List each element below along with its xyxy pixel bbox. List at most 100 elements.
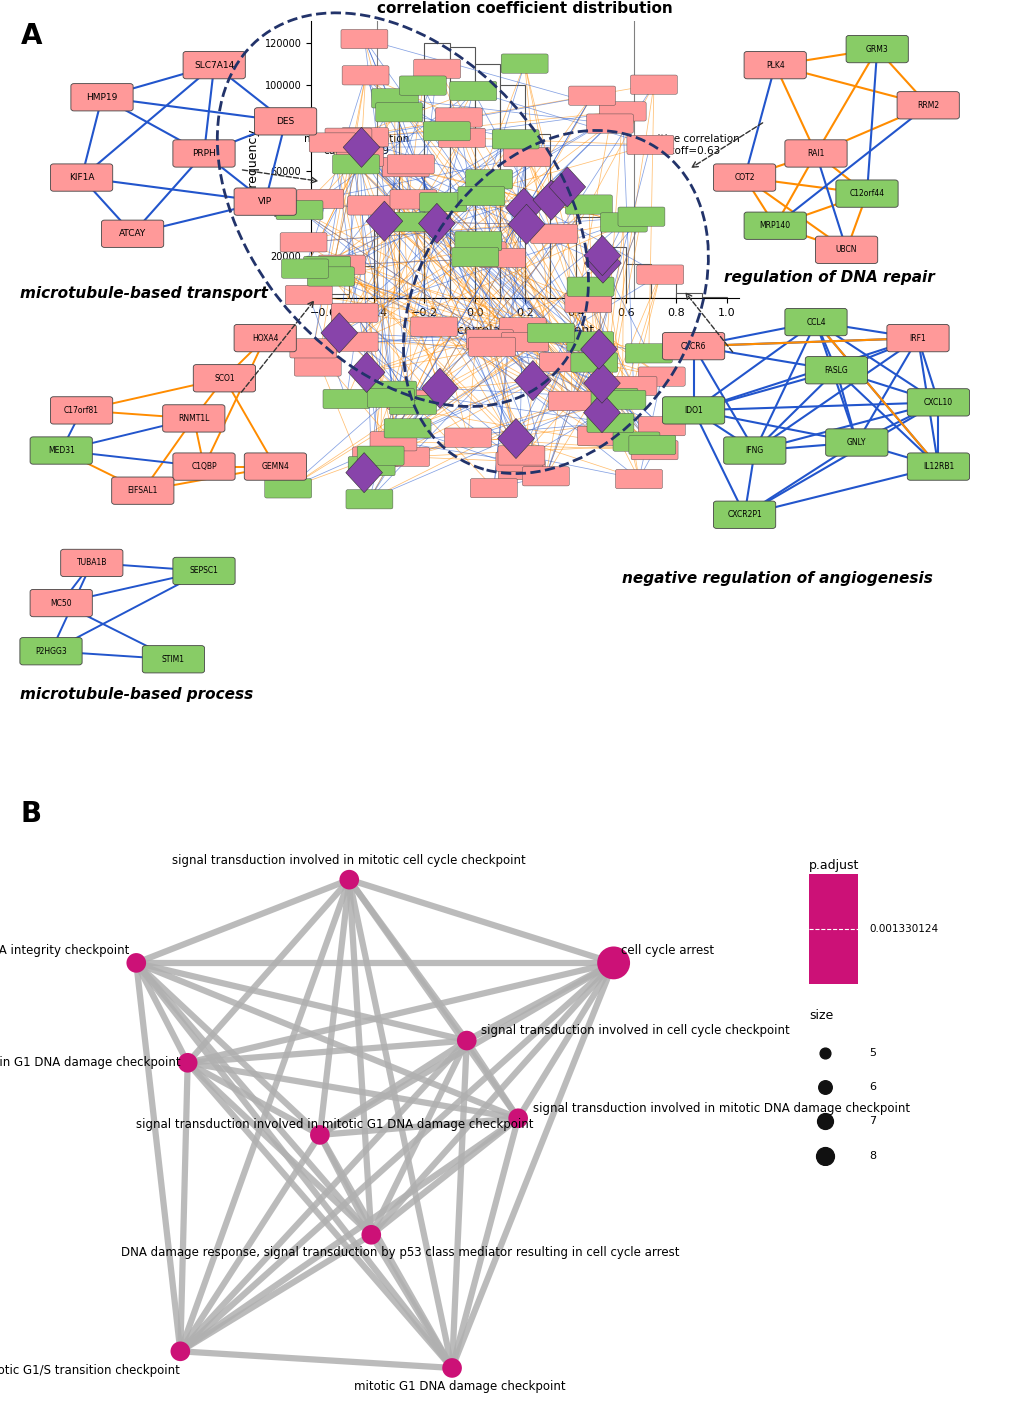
FancyBboxPatch shape [527, 323, 574, 342]
FancyBboxPatch shape [571, 352, 618, 372]
Text: HMP19: HMP19 [87, 92, 117, 102]
FancyBboxPatch shape [325, 128, 372, 148]
FancyBboxPatch shape [173, 557, 235, 584]
FancyBboxPatch shape [723, 436, 785, 465]
Bar [626, 264, 651, 298]
FancyBboxPatch shape [897, 91, 959, 119]
Text: CXCR6: CXCR6 [681, 341, 706, 351]
FancyBboxPatch shape [627, 135, 674, 155]
FancyBboxPatch shape [194, 365, 255, 392]
FancyBboxPatch shape [336, 148, 383, 166]
Text: signal transduction involved in mitotic DNA damage checkpoint: signal transduction involved in mitotic … [532, 1101, 909, 1114]
FancyBboxPatch shape [846, 36, 908, 63]
FancyBboxPatch shape [492, 129, 539, 149]
FancyBboxPatch shape [31, 436, 93, 465]
FancyBboxPatch shape [369, 381, 416, 401]
FancyBboxPatch shape [713, 502, 775, 529]
Text: RRM2: RRM2 [916, 101, 938, 109]
FancyBboxPatch shape [331, 303, 378, 323]
Bar [374, 196, 398, 298]
Text: TUBA1B: TUBA1B [76, 558, 107, 567]
FancyBboxPatch shape [598, 391, 645, 409]
FancyBboxPatch shape [662, 396, 725, 423]
FancyBboxPatch shape [501, 333, 548, 351]
Text: MC50: MC50 [50, 598, 72, 608]
FancyBboxPatch shape [340, 30, 387, 48]
Text: signal transduction involved in mitotic DNA integrity checkpoint: signal transduction involved in mitotic … [0, 944, 128, 958]
FancyBboxPatch shape [590, 388, 637, 408]
Polygon shape [505, 188, 542, 227]
Bar [449, 47, 475, 298]
Bar [600, 247, 626, 298]
FancyBboxPatch shape [389, 395, 436, 415]
FancyBboxPatch shape [744, 212, 806, 239]
Bar [808, 874, 857, 983]
FancyBboxPatch shape [382, 212, 429, 232]
Text: positive correlation
cutoff=0.63: positive correlation cutoff=0.63 [638, 134, 739, 156]
Title: correlation coefficient distribution: correlation coefficient distribution [377, 1, 673, 16]
Point [340, 868, 357, 891]
FancyBboxPatch shape [20, 638, 83, 665]
FancyBboxPatch shape [609, 377, 656, 395]
FancyBboxPatch shape [143, 645, 205, 674]
Text: IRF1: IRF1 [909, 334, 925, 342]
Text: SCO1: SCO1 [214, 374, 234, 382]
FancyBboxPatch shape [449, 81, 496, 101]
Text: FASLG: FASLG [823, 365, 848, 375]
FancyBboxPatch shape [497, 446, 544, 465]
FancyBboxPatch shape [31, 590, 93, 617]
FancyBboxPatch shape [183, 51, 246, 78]
FancyBboxPatch shape [347, 456, 394, 476]
Text: C12orf44: C12orf44 [849, 189, 883, 198]
FancyBboxPatch shape [438, 128, 485, 148]
FancyBboxPatch shape [530, 225, 577, 243]
FancyBboxPatch shape [625, 344, 672, 362]
FancyBboxPatch shape [907, 389, 969, 416]
Bar [525, 134, 550, 298]
FancyBboxPatch shape [569, 87, 615, 105]
FancyBboxPatch shape [598, 102, 645, 121]
Text: PRPH: PRPH [192, 149, 216, 158]
FancyBboxPatch shape [276, 200, 323, 220]
FancyBboxPatch shape [423, 122, 470, 141]
FancyBboxPatch shape [285, 286, 332, 304]
Text: mitotic G1/S transition checkpoint: mitotic G1/S transition checkpoint [0, 1364, 180, 1377]
Text: CCL4: CCL4 [805, 317, 825, 327]
Polygon shape [418, 203, 454, 243]
Polygon shape [347, 352, 384, 392]
FancyBboxPatch shape [618, 207, 664, 226]
Text: UBCN: UBCN [835, 246, 857, 254]
Text: MRP140: MRP140 [759, 222, 790, 230]
Text: RNMT1L: RNMT1L [178, 414, 209, 423]
Bar [651, 281, 676, 298]
Text: STIM1: STIM1 [162, 655, 184, 664]
Point [459, 1029, 475, 1052]
Text: signal transduction involved in mitotic cell cycle checkpoint: signal transduction involved in mitotic … [172, 854, 526, 867]
Bar [575, 217, 600, 298]
Text: COT2: COT2 [734, 173, 754, 182]
Text: 7: 7 [868, 1117, 875, 1127]
Polygon shape [507, 205, 544, 244]
Text: C1QBP: C1QBP [191, 462, 217, 472]
Text: C17orf81: C17orf81 [64, 406, 99, 415]
Bar [348, 266, 374, 298]
Text: IFNG: IFNG [745, 446, 763, 455]
FancyBboxPatch shape [331, 333, 378, 351]
FancyBboxPatch shape [478, 249, 525, 267]
FancyBboxPatch shape [636, 264, 683, 284]
Bar [676, 293, 701, 298]
Polygon shape [321, 313, 358, 352]
FancyBboxPatch shape [357, 446, 404, 465]
FancyBboxPatch shape [102, 220, 163, 247]
FancyBboxPatch shape [502, 148, 549, 166]
FancyBboxPatch shape [825, 429, 888, 456]
Polygon shape [514, 361, 550, 401]
FancyBboxPatch shape [459, 242, 505, 261]
Text: IDO1: IDO1 [684, 406, 702, 415]
FancyBboxPatch shape [318, 254, 365, 274]
Text: CXCR2P1: CXCR2P1 [727, 510, 761, 519]
FancyBboxPatch shape [614, 469, 661, 489]
Text: GEMN4: GEMN4 [261, 462, 289, 472]
Text: PLK4: PLK4 [765, 61, 784, 70]
FancyBboxPatch shape [112, 477, 174, 504]
